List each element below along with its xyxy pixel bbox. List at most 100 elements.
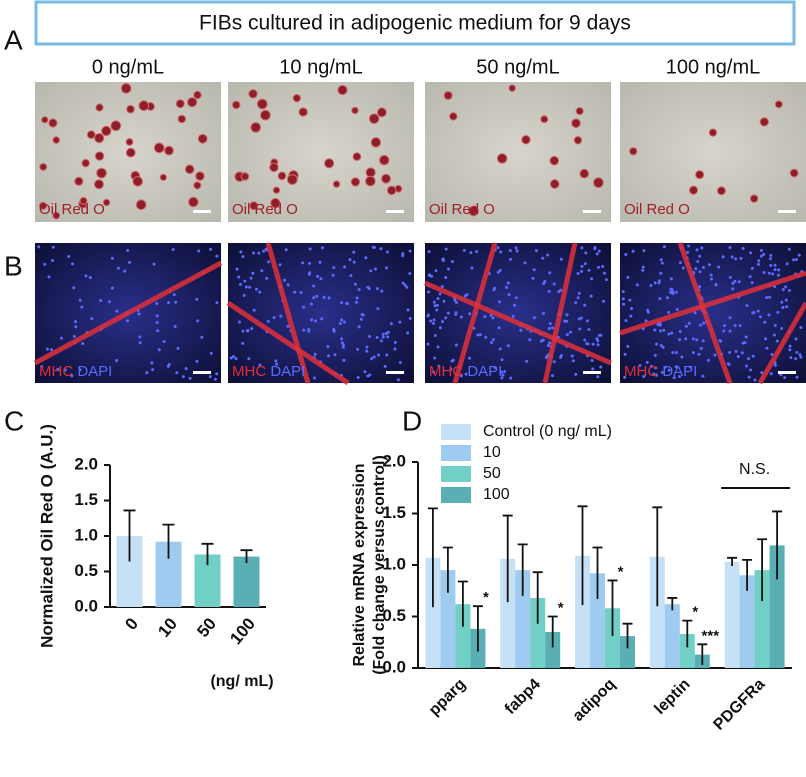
myotube (424, 280, 612, 366)
nucleus (758, 315, 762, 319)
y-tick-label: 2.0 (382, 451, 406, 470)
stain-red: MHC (429, 363, 463, 380)
nucleus (587, 268, 591, 272)
nucleus (762, 252, 766, 256)
nucleus (265, 276, 269, 280)
nucleus (674, 365, 678, 369)
nucleus (795, 350, 799, 354)
nucleus (658, 323, 662, 327)
nucleus (772, 333, 776, 337)
error-bar (667, 597, 678, 611)
nucleus (695, 248, 699, 252)
nucleus (431, 321, 435, 325)
nucleus (678, 261, 682, 265)
nucleus (435, 303, 439, 307)
nucleus (316, 274, 320, 278)
nucleus (798, 353, 802, 357)
lipid-cell (298, 107, 308, 117)
nucleus (51, 245, 55, 249)
nucleus (215, 254, 219, 258)
lipid-cell (38, 201, 48, 210)
lipid-cell (749, 194, 759, 203)
lipid-cell (540, 115, 549, 124)
nucleus (596, 343, 600, 347)
nucleus (722, 329, 726, 333)
column-header: 10 ng/mL (279, 56, 362, 78)
nucleus (286, 283, 290, 287)
nucleus (115, 309, 119, 313)
x-tick-label: 50 (193, 614, 220, 641)
nucleus (353, 282, 357, 286)
nucleus (252, 308, 256, 312)
lipid-cell (549, 155, 560, 166)
nucleus (696, 260, 700, 264)
lipid-cell (695, 170, 705, 180)
nucleus (356, 375, 360, 379)
nucleus (734, 257, 738, 261)
nucleus (352, 260, 356, 264)
lipid-cell (496, 153, 508, 164)
nucleus (340, 337, 344, 341)
nucleus (590, 359, 594, 363)
nucleus (252, 251, 256, 255)
nucleus (384, 331, 388, 335)
bar (500, 558, 516, 668)
nucleus (433, 304, 437, 308)
nucleus (40, 365, 44, 369)
lipid-cell (48, 118, 58, 128)
nucleus (738, 324, 742, 328)
nucleus (209, 247, 213, 251)
nucleus (340, 341, 344, 345)
nucleus (768, 295, 772, 299)
nucleus (43, 262, 47, 266)
lipid-cell (332, 180, 341, 188)
nucleus (260, 269, 264, 273)
nucleus (654, 373, 658, 377)
stain-label: Oil Red O (624, 201, 690, 218)
nucleus (470, 266, 474, 270)
nucleus (514, 246, 518, 250)
nucleus (340, 301, 344, 305)
nucleus (752, 311, 756, 315)
nucleus (769, 253, 773, 257)
nucleus (483, 315, 487, 319)
nucleus (67, 254, 71, 258)
figure-title: FIBs cultured in adipogenic medium for 9… (199, 12, 631, 35)
nucleus (312, 284, 316, 288)
nucleus (398, 320, 402, 324)
nucleus (599, 333, 603, 337)
nucleus (254, 287, 258, 291)
error-bar (442, 546, 453, 593)
nucleus (756, 262, 760, 266)
nucleus (788, 348, 792, 352)
lipid-cell (177, 114, 187, 124)
nucleus (150, 361, 154, 365)
nucleus (662, 245, 666, 249)
lipid-cell (74, 176, 84, 186)
nucleus (184, 367, 188, 371)
lipid-cell (270, 197, 281, 209)
lipid-cell (256, 98, 268, 110)
nucleus (314, 319, 318, 323)
nucleus (585, 319, 589, 323)
nucleus (734, 350, 738, 354)
scale-bar (386, 371, 404, 374)
nucleus (792, 258, 796, 262)
nucleus (509, 376, 513, 380)
nucleus (307, 272, 311, 276)
nucleus (635, 283, 639, 287)
nucleus (765, 296, 769, 300)
nucleus (258, 363, 262, 367)
nucleus (757, 259, 761, 263)
nucleus (327, 296, 331, 300)
nucleus (446, 311, 450, 315)
nucleus (756, 309, 760, 313)
nucleus (525, 359, 529, 363)
nucleus (332, 266, 336, 270)
nucleus (787, 288, 791, 292)
nucleus (701, 265, 705, 269)
nucleus (686, 250, 690, 254)
nucleus (406, 331, 410, 335)
nucleus (157, 348, 161, 352)
lipid-cell (164, 145, 174, 156)
